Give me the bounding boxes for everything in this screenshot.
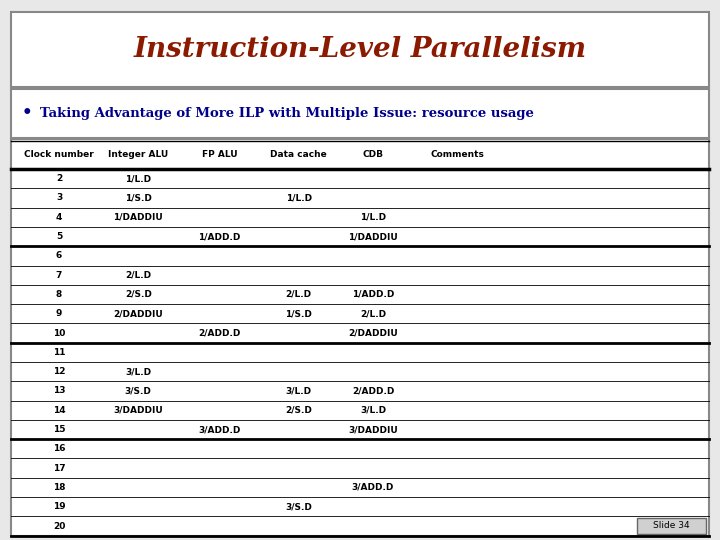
Text: 1/ADD.D: 1/ADD.D xyxy=(352,290,394,299)
Text: 2/S.D: 2/S.D xyxy=(285,406,312,415)
Text: 2/ADD.D: 2/ADD.D xyxy=(352,387,394,395)
Text: 2/S.D: 2/S.D xyxy=(125,290,152,299)
Text: 2/L.D: 2/L.D xyxy=(360,309,386,318)
Text: 3/L.D: 3/L.D xyxy=(286,387,312,395)
Text: 9: 9 xyxy=(56,309,62,318)
Text: Comments: Comments xyxy=(431,150,484,159)
Text: 15: 15 xyxy=(53,425,66,434)
FancyBboxPatch shape xyxy=(637,518,706,534)
Text: 3/L.D: 3/L.D xyxy=(125,367,151,376)
Text: 20: 20 xyxy=(53,522,66,530)
Text: 1/DADDIU: 1/DADDIU xyxy=(348,232,398,241)
Text: 3/DADDIU: 3/DADDIU xyxy=(113,406,163,415)
Text: 1/S.D: 1/S.D xyxy=(125,193,152,202)
Text: 16: 16 xyxy=(53,444,66,454)
Text: 1/S.D: 1/S.D xyxy=(285,309,312,318)
Text: 11: 11 xyxy=(53,348,66,357)
Text: 2/DADDIU: 2/DADDIU xyxy=(348,328,398,338)
Text: Taking Advantage of More ILP with Multiple Issue: resource usage: Taking Advantage of More ILP with Multip… xyxy=(40,107,534,120)
Text: 2/DADDIU: 2/DADDIU xyxy=(113,309,163,318)
Text: 3: 3 xyxy=(56,193,62,202)
FancyBboxPatch shape xyxy=(11,139,709,536)
Text: Integer ALU: Integer ALU xyxy=(108,150,168,159)
Text: 1/ADD.D: 1/ADD.D xyxy=(199,232,240,241)
Text: 8: 8 xyxy=(56,290,62,299)
Text: 10: 10 xyxy=(53,328,66,338)
Text: Slide 34: Slide 34 xyxy=(653,521,690,530)
Text: 6: 6 xyxy=(56,252,62,260)
Text: 5: 5 xyxy=(56,232,62,241)
Text: Instruction-Level Parallelism: Instruction-Level Parallelism xyxy=(133,36,587,63)
Text: 2/ADD.D: 2/ADD.D xyxy=(199,328,240,338)
FancyBboxPatch shape xyxy=(11,12,709,87)
Text: 3/DADDIU: 3/DADDIU xyxy=(348,425,398,434)
Text: 2/L.D: 2/L.D xyxy=(286,290,312,299)
Text: 1/DADDIU: 1/DADDIU xyxy=(113,213,163,222)
Text: Clock number: Clock number xyxy=(24,150,94,159)
Text: 14: 14 xyxy=(53,406,66,415)
Text: 12: 12 xyxy=(53,367,66,376)
Text: 13: 13 xyxy=(53,387,66,395)
Text: 3/S.D: 3/S.D xyxy=(125,387,152,395)
Text: 19: 19 xyxy=(53,502,66,511)
Text: 3/ADD.D: 3/ADD.D xyxy=(199,425,240,434)
Text: 3/L.D: 3/L.D xyxy=(360,406,386,415)
Text: 18: 18 xyxy=(53,483,66,492)
Text: 3/S.D: 3/S.D xyxy=(285,502,312,511)
Text: FP ALU: FP ALU xyxy=(202,150,238,159)
Text: 3/ADD.D: 3/ADD.D xyxy=(352,483,394,492)
Text: 2/L.D: 2/L.D xyxy=(125,271,151,280)
Text: 1/L.D: 1/L.D xyxy=(360,213,386,222)
Text: 7: 7 xyxy=(56,271,62,280)
Text: CDB: CDB xyxy=(362,150,384,159)
Text: 4: 4 xyxy=(56,213,62,222)
Text: Data cache: Data cache xyxy=(271,150,327,159)
FancyBboxPatch shape xyxy=(11,89,709,138)
Text: •: • xyxy=(22,104,32,123)
Text: 2: 2 xyxy=(56,174,62,183)
Text: 1/L.D: 1/L.D xyxy=(286,193,312,202)
Text: 17: 17 xyxy=(53,464,66,472)
Text: 1/L.D: 1/L.D xyxy=(125,174,151,183)
